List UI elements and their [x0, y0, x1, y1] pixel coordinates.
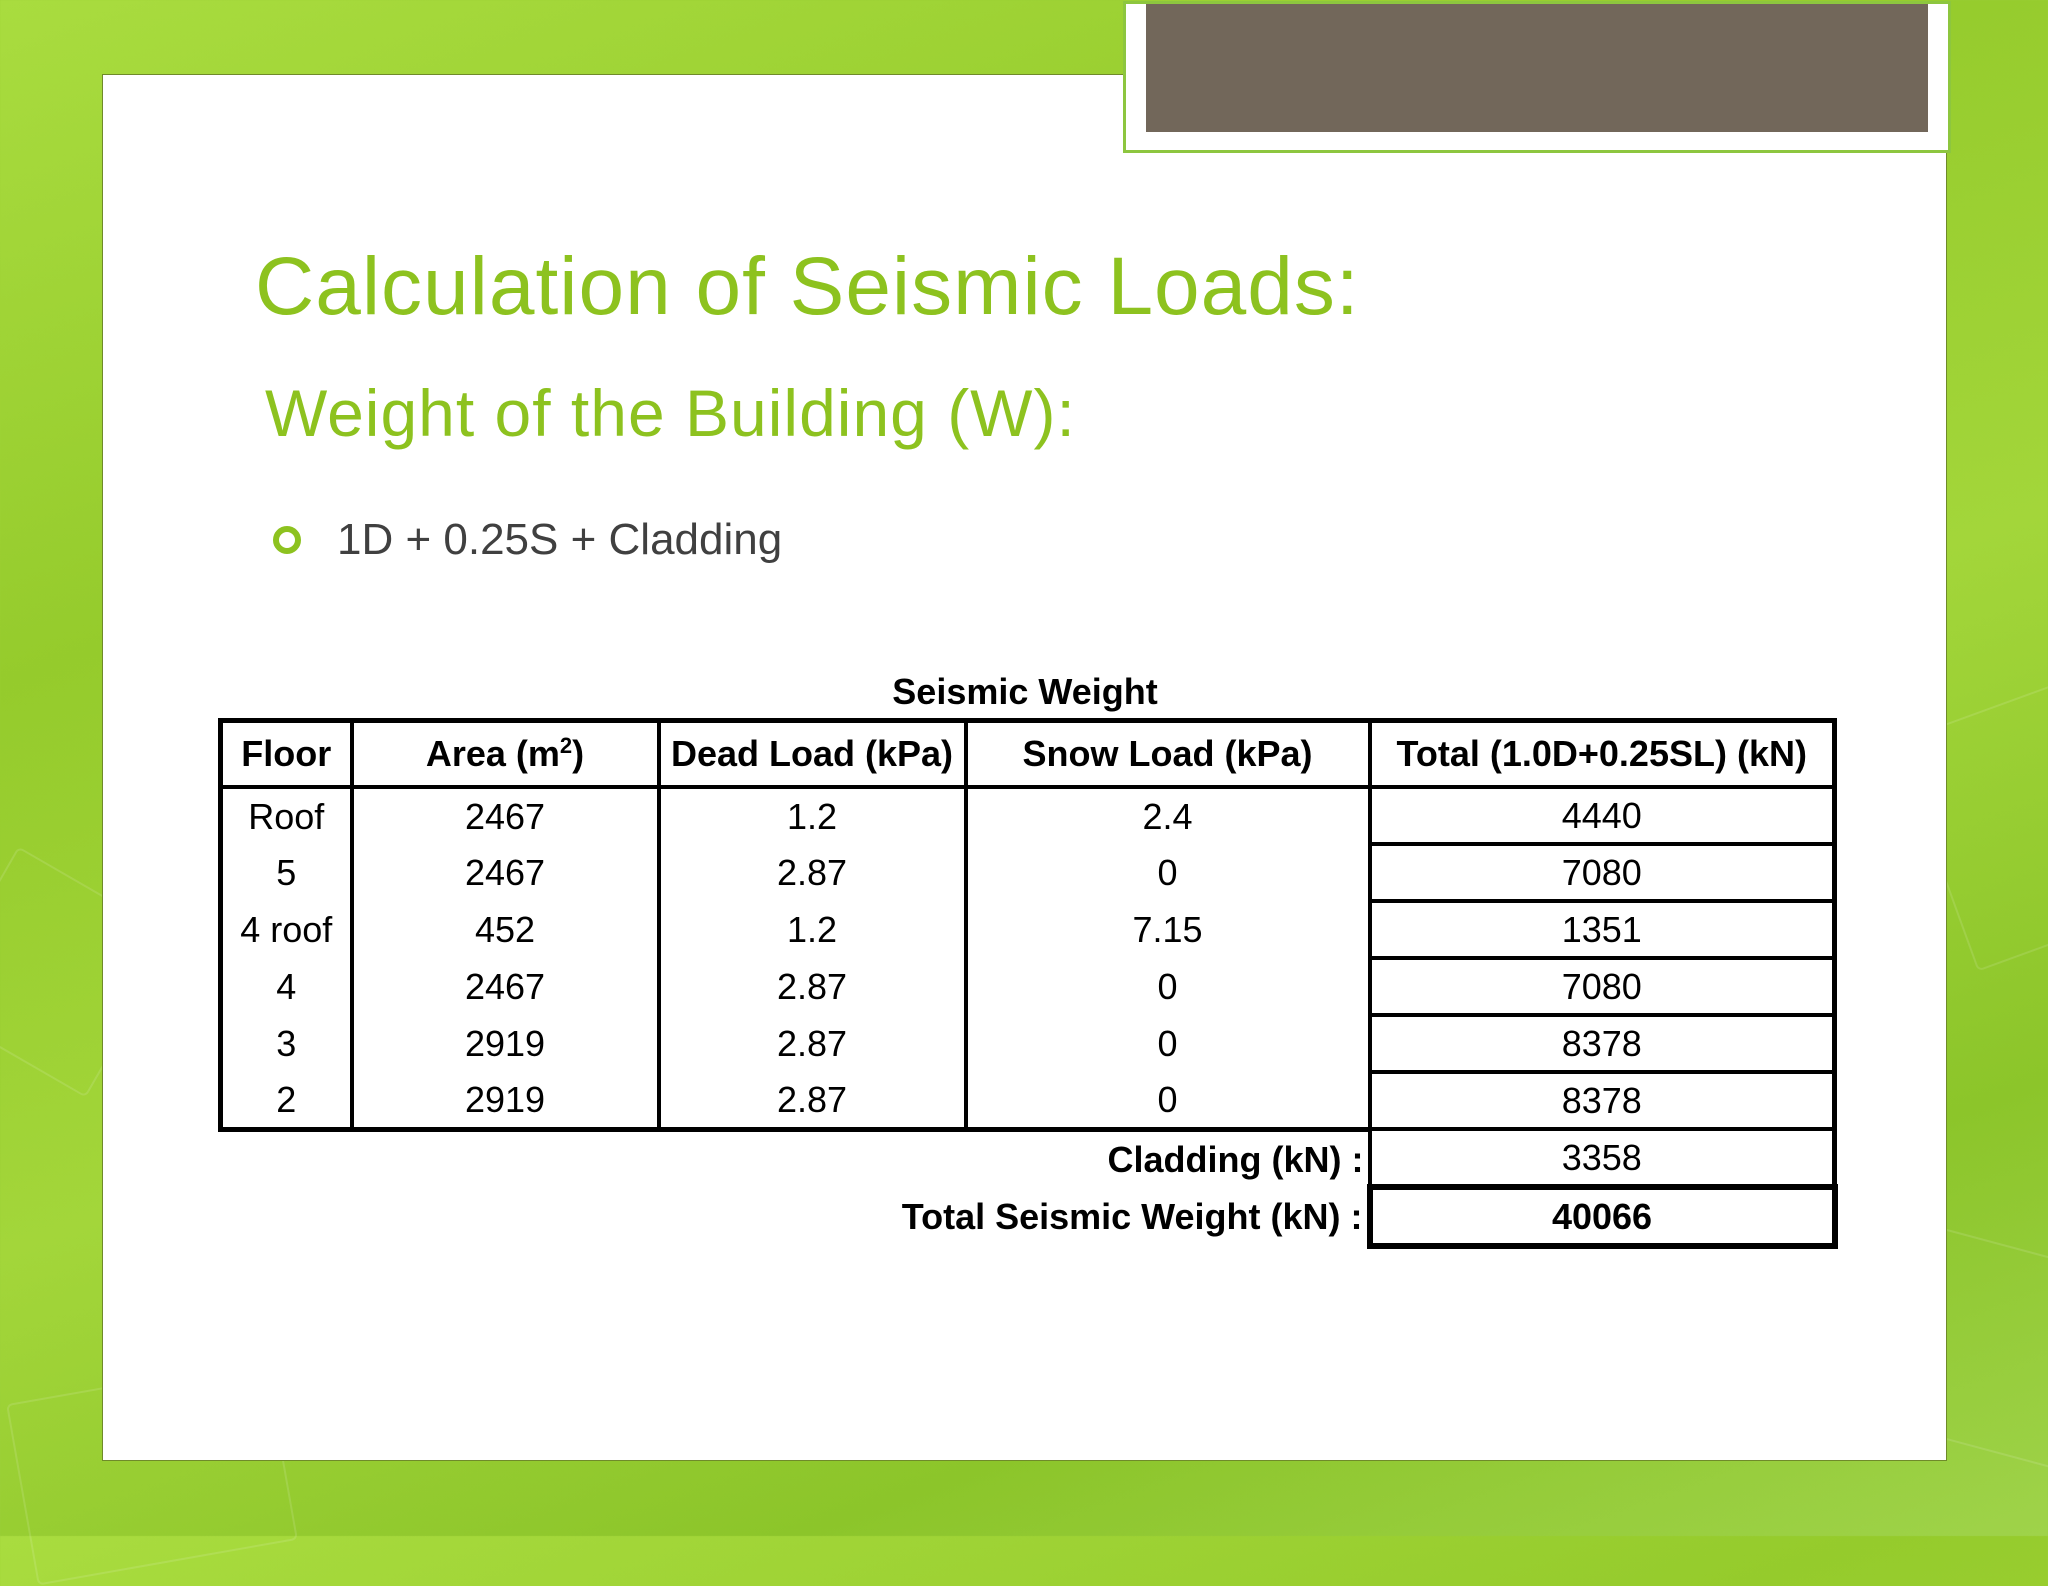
total-row: Total Seismic Weight (kN) : 40066 — [220, 1184, 1838, 1249]
cell-total: 4440 — [1369, 787, 1837, 846]
cell-total: 1351 — [1369, 901, 1837, 960]
cell-dead-load: 2.87 — [658, 844, 968, 901]
cell-floor: 4 roof — [218, 901, 354, 958]
cell-area: 2467 — [351, 958, 661, 1015]
slide-title: Calculation of Seismic Loads: — [255, 241, 1360, 332]
cell-floor: Roof — [218, 787, 354, 844]
cell-dead-load: 2.87 — [658, 1072, 968, 1132]
cell-total: 8378 — [1369, 1072, 1837, 1131]
cell-floor: 2 — [218, 1072, 354, 1132]
slide-content-area: Calculation of Seismic Loads: Weight of … — [102, 1, 1951, 1461]
header-decoration-box — [1123, 1, 1951, 153]
circle-bullet-icon — [273, 526, 301, 554]
cell-area: 452 — [351, 901, 661, 958]
table-row: 4 roof 452 1.2 7.15 1351 — [218, 901, 1837, 960]
table-row: 4 2467 2.87 0 7080 — [218, 958, 1837, 1017]
cell-floor: 4 — [218, 958, 354, 1015]
cell-total: 8378 — [1369, 1015, 1837, 1074]
table-row: Roof 2467 1.2 2.4 4440 — [218, 787, 1837, 846]
header-snow-load: Snow Load (kPa) — [965, 718, 1372, 789]
header-total: Total (1.0D+0.25SL) (kN) — [1369, 718, 1837, 789]
total-seismic-weight-value: 40066 — [1366, 1184, 1838, 1249]
slide-subtitle: Weight of the Building (W): — [265, 376, 1076, 450]
cell-dead-load: 2.87 — [658, 958, 968, 1015]
cell-snow-load: 7.15 — [965, 901, 1372, 958]
cell-snow-load: 0 — [965, 844, 1372, 901]
header-dead-load: Dead Load (kPa) — [658, 718, 968, 789]
cell-area: 2467 — [351, 844, 661, 901]
table-header-row: Floor Area (m2) Dead Load (kPa) Snow Loa… — [218, 718, 1837, 789]
header-floor: Floor — [218, 718, 354, 789]
cladding-value: 3358 — [1369, 1129, 1837, 1187]
cell-floor: 5 — [218, 844, 354, 901]
table-row: 5 2467 2.87 0 7080 — [218, 844, 1837, 903]
cell-dead-load: 1.2 — [658, 787, 968, 844]
total-seismic-weight-label: Total Seismic Weight (kN) : — [220, 1187, 1373, 1246]
table-row: 2 2919 2.87 0 8378 — [218, 1072, 1837, 1132]
cell-snow-load: 0 — [965, 1072, 1372, 1132]
cell-total: 7080 — [1369, 844, 1837, 903]
cell-snow-load: 0 — [965, 1015, 1372, 1072]
cell-snow-load: 0 — [965, 958, 1372, 1015]
cell-area: 2919 — [351, 1015, 661, 1072]
cell-area: 2467 — [351, 787, 661, 844]
header-area: Area (m2) — [351, 718, 661, 789]
cell-snow-load: 2.4 — [965, 787, 1372, 844]
cell-dead-load: 2.87 — [658, 1015, 968, 1072]
cell-total: 7080 — [1369, 958, 1837, 1017]
bullet-item: 1D + 0.25S + Cladding — [273, 515, 782, 565]
cell-area: 2919 — [351, 1072, 661, 1132]
cladding-row: Cladding (kN) : 3358 — [220, 1129, 1837, 1187]
bullet-text: 1D + 0.25S + Cladding — [337, 515, 783, 564]
cladding-label: Cladding (kN) : — [220, 1129, 1372, 1187]
table-row: 3 2919 2.87 0 8378 — [218, 1015, 1837, 1074]
header-decoration-fill — [1146, 4, 1928, 132]
seismic-weight-table: Floor Area (m2) Dead Load (kPa) Snow Loa… — [218, 718, 1838, 1249]
cell-dead-load: 1.2 — [658, 901, 968, 958]
table-caption: Seismic Weight — [892, 671, 1158, 712]
cell-floor: 3 — [218, 1015, 354, 1072]
